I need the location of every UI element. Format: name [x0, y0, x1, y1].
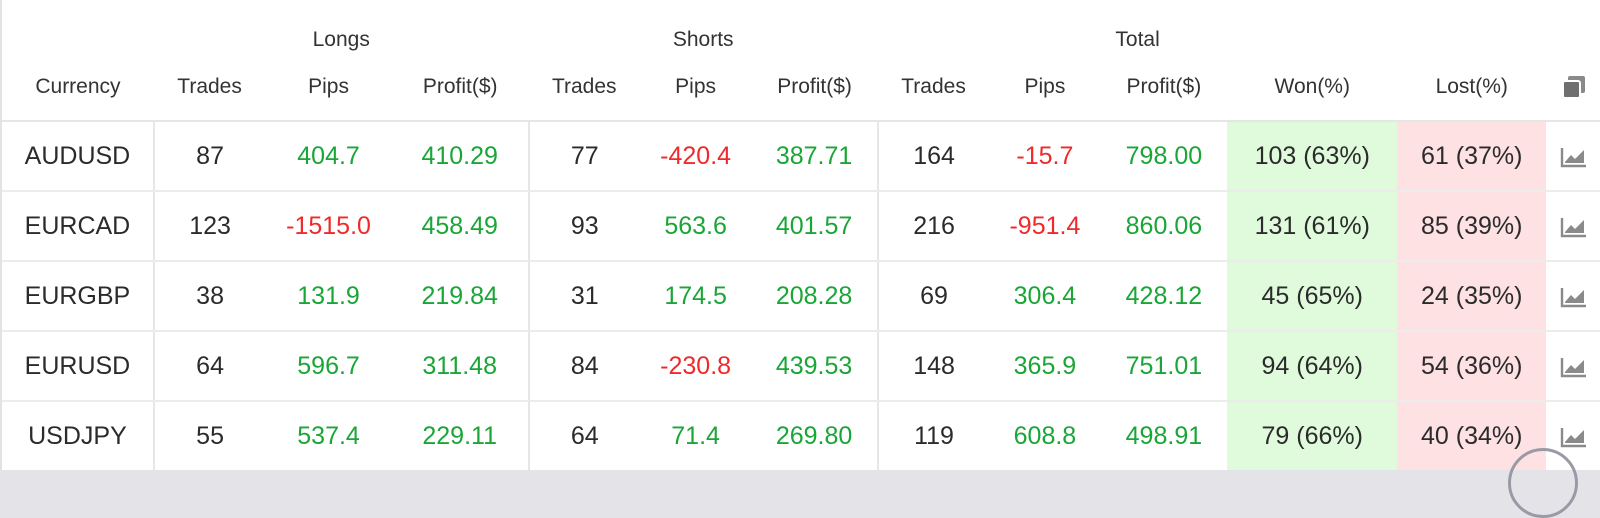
cell-long-trades: 64	[153, 331, 266, 402]
cell-total-pips: 365.9	[989, 331, 1101, 402]
cell-short-pips: -230.8	[639, 331, 752, 402]
cell-short-trades: 93	[528, 191, 640, 262]
cell-short-trades: 31	[528, 261, 640, 332]
cell-long-profit: 219.84	[391, 261, 530, 332]
table-row: EURCAD 123 -1515.0 458.49 93 563.6 401.5…	[2, 191, 1600, 262]
cell-lost: 24 (35%)	[1397, 261, 1547, 332]
header-blank-right	[1397, 0, 1600, 54]
cell-long-pips: 131.9	[265, 261, 392, 332]
cell-long-pips: 537.4	[297, 421, 360, 450]
chart-icon	[1560, 427, 1587, 448]
chart-icon	[1560, 357, 1587, 378]
cell-long-trades: 55	[196, 421, 224, 450]
cell-won: 103 (63%)	[1227, 121, 1398, 192]
cell-short-pips: 71.4	[671, 421, 720, 450]
col-header-long-trades: Trades	[153, 54, 266, 122]
cell-currency: EURGBP	[2, 261, 155, 332]
cell-short-profit: 401.57	[751, 191, 879, 262]
cell-short-pips: 563.6	[639, 191, 752, 262]
cell-long-trades: 87	[153, 121, 266, 192]
cell-long-profit: 458.49	[391, 191, 530, 262]
cell-long-profit: 311.48	[391, 331, 530, 402]
copy-icon	[1562, 76, 1586, 99]
chart-button[interactable]	[1546, 331, 1600, 402]
scroll-to-top-button[interactable]	[1508, 448, 1578, 518]
cell-short-pips: 174.5	[639, 261, 752, 332]
cell-won: 94 (64%)	[1227, 331, 1398, 402]
col-header-total-profit: Profit($)	[1100, 54, 1228, 122]
cell-total-trades: 148	[877, 331, 990, 402]
col-header-won: Won(%)	[1227, 54, 1398, 122]
cell-short-profit: 387.71	[751, 121, 879, 192]
cell-short-trades: 77	[528, 121, 640, 192]
cell-short-profit: 269.80	[751, 401, 879, 470]
table-row: AUDUSD 87 404.7 410.29 77 -420.4 387.71 …	[2, 121, 1600, 192]
cell-total-profit: 751.01	[1100, 331, 1228, 402]
col-header-long-pips: Pips	[265, 54, 392, 122]
col-header-total-pips: Pips	[989, 54, 1101, 122]
cell-total-profit: 798.00	[1100, 121, 1228, 192]
cell-total-trades: 119	[914, 421, 954, 450]
chart-icon	[1560, 217, 1587, 238]
cell-currency: EURUSD	[2, 331, 155, 402]
cell-total-profit: 498.91	[1125, 421, 1203, 450]
cell-won: 131 (61%)	[1227, 191, 1398, 262]
currency-stats-table: Longs Shorts Total Currency Trades Pips …	[2, 0, 1600, 470]
group-header-total: Total	[1115, 28, 1160, 51]
cell-total-pips: -15.7	[989, 121, 1101, 192]
chart-button[interactable]	[1546, 191, 1600, 262]
cell-total-profit: 428.12	[1100, 261, 1228, 332]
cell-short-profit: 208.28	[751, 261, 879, 332]
cell-long-profit: 229.11	[391, 401, 530, 470]
chart-icon	[1560, 287, 1587, 308]
col-header-currency: Currency	[2, 54, 154, 122]
currency-stats-panel: Longs Shorts Total Currency Trades Pips …	[0, 0, 1600, 470]
cell-short-trades: 64	[570, 421, 599, 450]
table-row: EURUSD 64 596.7 311.48 84 -230.8 439.53 …	[2, 331, 1600, 402]
cell-total-trades: 69	[877, 261, 990, 332]
cell-long-pips: 404.7	[265, 121, 392, 192]
cell-total-pips: 608.8	[1013, 421, 1077, 450]
cell-total-trades: 164	[877, 121, 990, 192]
col-header-short-trades: Trades	[528, 54, 640, 122]
cell-lost: 85 (39%)	[1397, 191, 1547, 262]
chart-button[interactable]	[1546, 401, 1600, 470]
header-blank	[2, 0, 154, 54]
table-row: EURGBP 38 131.9 219.84 31 174.5 208.28 6…	[2, 261, 1600, 332]
cell-long-pips: -1515.0	[265, 191, 392, 262]
cell-currency: EURCAD	[2, 191, 155, 262]
cell-long-profit: 410.29	[391, 121, 530, 192]
cell-long-pips: 596.7	[265, 331, 392, 402]
chart-icon	[1560, 147, 1587, 168]
cell-won: 45 (65%)	[1227, 261, 1398, 332]
col-header-short-pips: Pips	[639, 54, 752, 122]
cell-lost: 54 (36%)	[1397, 331, 1547, 402]
cell-total-pips: -951.4	[989, 191, 1101, 262]
col-header-lost: Lost(%)	[1397, 54, 1547, 122]
group-header-longs: Longs	[312, 28, 370, 51]
cell-long-trades: 123	[153, 191, 266, 262]
cell-long-trades: 38	[153, 261, 266, 332]
cell-short-pips: -420.4	[639, 121, 752, 192]
cell-total-pips: 306.4	[989, 261, 1101, 332]
col-header-total-trades: Trades	[877, 54, 990, 122]
cell-won: 79 (66%)	[1227, 401, 1398, 470]
col-header-long-profit: Profit($)	[391, 54, 529, 122]
chart-button[interactable]	[1546, 261, 1600, 332]
chart-button[interactable]	[1546, 121, 1600, 192]
col-header-short-profit: Profit($)	[751, 54, 878, 122]
cell-currency: AUDUSD	[2, 121, 155, 192]
cell-currency: USDJPY	[2, 401, 155, 470]
group-header-shorts: Shorts	[672, 28, 734, 51]
cell-short-trades: 84	[528, 331, 640, 402]
cell-total-trades: 216	[877, 191, 990, 262]
cell-lost: 61 (37%)	[1397, 121, 1547, 192]
table-row: USDJPY 55 537.4 229.11 64 71.4 269.80 11…	[2, 401, 1600, 470]
cell-total-profit: 860.06	[1100, 191, 1228, 262]
copy-button[interactable]	[1546, 54, 1600, 122]
cell-short-profit: 439.53	[751, 331, 879, 402]
